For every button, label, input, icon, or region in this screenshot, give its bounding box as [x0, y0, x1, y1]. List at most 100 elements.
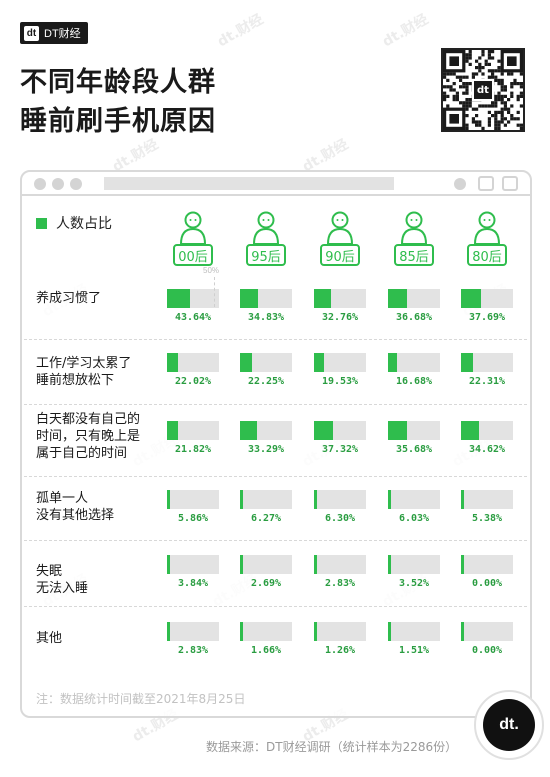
- generation-2: 90后: [319, 210, 361, 266]
- data-label: 22.31%: [468, 376, 506, 387]
- data-label: 3.84%: [177, 578, 209, 589]
- share-icon: [478, 176, 494, 191]
- data-label: 0.00%: [471, 578, 503, 589]
- category-label: 孤单一人 没有其他选择: [36, 491, 115, 523]
- bar: [314, 490, 318, 509]
- row-separator: [24, 404, 527, 405]
- bar: [388, 490, 392, 509]
- row-separator: [24, 476, 527, 477]
- data-label: 5.38%: [471, 513, 503, 524]
- bar: [461, 421, 479, 440]
- bar-track: [314, 353, 366, 372]
- bar: [240, 289, 259, 308]
- bar: [461, 555, 464, 574]
- data-label: 21.82%: [174, 444, 212, 455]
- data-label: 33.29%: [247, 444, 285, 455]
- category-label: 养成习惯了: [36, 291, 102, 306]
- chart-title-line-2: 睡前刷手机原因: [20, 106, 216, 137]
- data-label: 34.62%: [468, 444, 506, 455]
- category-label: 工作/学习太累了 睡前想放松下: [36, 356, 132, 388]
- generation-label: 90后: [320, 244, 360, 266]
- bar-track: [314, 421, 366, 440]
- bar-track: [167, 353, 219, 372]
- data-label: 34.83%: [247, 312, 285, 323]
- brand-badge-mark: dt.: [483, 699, 535, 751]
- bar-track: [240, 490, 292, 509]
- qr-logo: dt: [472, 79, 494, 101]
- bar: [167, 622, 170, 641]
- data-label: 22.25%: [247, 376, 285, 387]
- bar-track: [461, 289, 513, 308]
- tab-icon: [502, 176, 518, 191]
- bar-track: [461, 622, 513, 641]
- generation-label: 85后: [394, 244, 434, 266]
- brand-name: DT财经: [44, 28, 81, 40]
- bar-track: [240, 622, 292, 641]
- bar-track: [167, 289, 219, 308]
- person-icon: [326, 211, 354, 244]
- bar-track: [314, 555, 366, 574]
- bar: [388, 353, 397, 372]
- brand-badge: dt.: [474, 690, 544, 760]
- person-icon: [473, 211, 501, 244]
- reference-line: [214, 277, 215, 307]
- bar-track: [388, 289, 440, 308]
- data-label: 32.76%: [321, 312, 359, 323]
- window-dot-icon: [52, 178, 64, 190]
- chart-title-line-1: 不同年龄段人群: [20, 67, 216, 98]
- bar: [314, 353, 325, 372]
- data-label: 43.64%: [174, 312, 212, 323]
- bar-track: [167, 622, 219, 641]
- bar-track: [461, 353, 513, 372]
- bar-track: [461, 421, 513, 440]
- generation-label: 80后: [467, 244, 507, 266]
- bar: [240, 490, 244, 509]
- reference-mark-label: 50%: [203, 266, 220, 275]
- data-source: 数据来源：DT财经调研（统计样本为2286份）: [206, 740, 458, 754]
- bar-track: [388, 555, 440, 574]
- bar: [167, 353, 179, 372]
- bar: [461, 490, 464, 509]
- bar: [388, 555, 391, 574]
- bar: [167, 490, 171, 509]
- bar: [461, 622, 464, 641]
- address-bar: [104, 177, 394, 190]
- row-separator: [24, 606, 527, 607]
- bar: [314, 622, 317, 641]
- window-dot-icon: [34, 178, 46, 190]
- data-label: 6.30%: [324, 513, 356, 524]
- brand-logo: dt DT财经: [20, 22, 88, 44]
- qr-code: dt: [441, 48, 525, 132]
- bar: [314, 421, 334, 440]
- bar: [167, 421, 179, 440]
- bar: [314, 555, 317, 574]
- bar-track: [388, 622, 440, 641]
- data-label: 6.27%: [250, 513, 282, 524]
- bar-track: [388, 353, 440, 372]
- bar: [461, 289, 481, 308]
- bar-track: [314, 490, 366, 509]
- row-separator: [24, 339, 527, 340]
- bar: [388, 622, 391, 641]
- data-label: 2.83%: [324, 578, 356, 589]
- generation-label: 00后: [173, 244, 213, 266]
- generation-4: 80后: [466, 210, 508, 266]
- legend-swatch: [36, 217, 47, 229]
- bar-track: [240, 421, 292, 440]
- person-icon: [400, 211, 428, 244]
- data-label: 16.68%: [395, 376, 433, 387]
- bar: [167, 289, 190, 308]
- bar: [461, 353, 473, 372]
- category-label: 其他: [36, 631, 63, 646]
- data-label: 0.00%: [471, 645, 503, 656]
- person-icon: [179, 211, 207, 244]
- bar-track: [388, 421, 440, 440]
- bar: [314, 289, 332, 308]
- bar-track: [167, 421, 219, 440]
- data-label: 37.69%: [468, 312, 506, 323]
- data-label: 1.26%: [324, 645, 356, 656]
- data-label: 36.68%: [395, 312, 433, 323]
- bar-track: [461, 490, 513, 509]
- person-icon: [252, 211, 280, 244]
- row-separator: [24, 540, 527, 541]
